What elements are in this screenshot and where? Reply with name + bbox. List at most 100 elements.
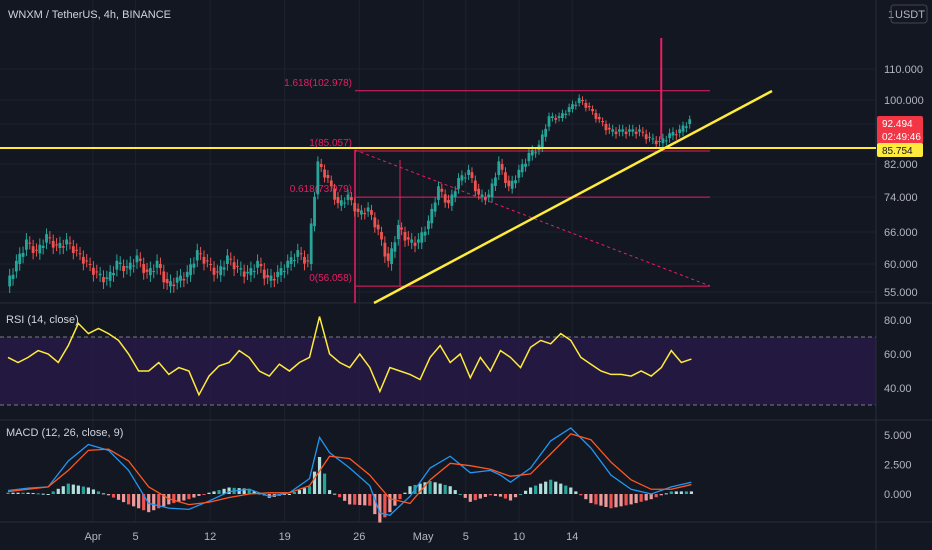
- macd-histogram-bar: [604, 494, 608, 507]
- candle-body: [393, 242, 397, 252]
- candle-body: [547, 116, 551, 127]
- macd-histogram-bar: [599, 494, 603, 506]
- support-trendline[interactable]: [373, 89, 773, 305]
- candle-body: [252, 271, 256, 273]
- candle-body: [557, 116, 561, 118]
- macd-histogram-bar: [579, 494, 583, 496]
- candle-body: [561, 113, 564, 118]
- macd-histogram-bar: [162, 494, 166, 507]
- macd-tick-label[interactable]: 2.500: [884, 460, 912, 472]
- macd-label: MACD (12, 26, close, 9): [6, 427, 123, 439]
- macd-histogram-bar: [443, 484, 447, 494]
- time-tick-label[interactable]: 19: [279, 531, 291, 543]
- candle-body: [182, 278, 186, 281]
- price-tick-label[interactable]: 66.000: [884, 227, 918, 239]
- candle-body: [98, 273, 102, 276]
- candle-body: [601, 121, 605, 123]
- candle-body: [567, 107, 571, 112]
- chart-title: WNXM / TetherUS, 4h, BINANCE: [8, 9, 171, 21]
- macd-axis[interactable]: 5.000 2.500 0.000: [884, 430, 912, 501]
- macd-histogram-bar: [212, 491, 216, 494]
- candle-body: [386, 253, 390, 261]
- candle-body: [427, 220, 430, 230]
- fib-retracement[interactable]: 1.618(102.978) 1(85.057) 0.618(73.979) 0(56…: [284, 78, 710, 287]
- candle-body: [68, 242, 72, 244]
- price-tick-label[interactable]: 55.000: [884, 287, 918, 299]
- candle-body: [648, 136, 651, 138]
- macd-histogram-bar: [378, 494, 382, 523]
- macd-histogram-bar: [197, 494, 201, 496]
- macd-histogram-bar: [544, 481, 548, 494]
- candle-body: [510, 180, 514, 189]
- time-tick-label[interactable]: May: [413, 531, 434, 543]
- candle-body: [299, 253, 303, 255]
- macd-histogram-bar: [297, 490, 302, 494]
- macd-histogram-bar: [373, 494, 377, 515]
- candle-body: [447, 199, 450, 204]
- candle-body: [25, 239, 28, 250]
- macd-histogram-bar: [473, 494, 477, 501]
- candle-body: [38, 244, 42, 254]
- fib-level-label: 0.618(73.979): [290, 184, 352, 195]
- time-axis[interactable]: Apr 5 12 19 26 May 5 10 14: [84, 531, 578, 543]
- time-tick-label[interactable]: 10: [513, 531, 525, 543]
- macd-histogram-bar: [11, 492, 15, 494]
- candle-body: [293, 260, 296, 262]
- macd-tick-label[interactable]: 5.000: [884, 430, 912, 442]
- candle-body: [329, 180, 333, 187]
- price-axis[interactable]: 110.000100.00092.00082.00074.00066.00060…: [884, 64, 924, 299]
- price-tick-label[interactable]: 110.000: [884, 64, 923, 76]
- macd-histogram-bar: [674, 491, 678, 494]
- macd-histogram-bar: [649, 494, 653, 500]
- candle-body: [534, 152, 538, 154]
- rsi-tick-label[interactable]: 60.00: [884, 349, 912, 361]
- macd-histogram-bar: [96, 491, 101, 494]
- macd-histogram-bar: [478, 494, 482, 499]
- macd-histogram-bar: [91, 489, 96, 494]
- candle-body: [664, 140, 668, 142]
- candle-body: [574, 104, 578, 106]
- macd-histogram-bar: [493, 494, 498, 496]
- macd-histogram-bar: [116, 494, 121, 500]
- price-tick-label[interactable]: 60.000: [884, 259, 918, 271]
- time-tick-label[interactable]: 5: [463, 531, 469, 543]
- candle-body: [326, 175, 330, 179]
- time-tick-label[interactable]: 12: [204, 531, 216, 543]
- rsi-axis[interactable]: 80.00 60.00 40.00: [884, 315, 912, 395]
- candle-body: [617, 129, 621, 132]
- macd-histogram-bar: [534, 485, 538, 494]
- candle-body: [185, 271, 189, 278]
- macd-histogram-bar: [76, 485, 80, 494]
- price-tick-label[interactable]: 74.000: [884, 192, 918, 204]
- candle-body: [276, 271, 280, 278]
- rsi-tick-label[interactable]: 80.00: [884, 315, 912, 327]
- macd-histogram-bar: [488, 494, 492, 496]
- time-tick-label[interactable]: Apr: [84, 531, 101, 543]
- time-tick-label[interactable]: 14: [566, 531, 578, 543]
- candle-body: [152, 271, 156, 273]
- time-tick-label[interactable]: 26: [353, 531, 365, 543]
- candle-body: [28, 242, 32, 244]
- candle-body: [597, 117, 601, 120]
- candle-body: [581, 100, 584, 102]
- price-tick-label[interactable]: 100.000: [884, 95, 924, 107]
- candle-body: [21, 252, 25, 257]
- candle-body: [400, 227, 404, 230]
- macd-histogram-bar: [36, 493, 40, 495]
- candle-body: [403, 232, 407, 241]
- currency-badge[interactable]: [890, 4, 928, 24]
- time-tick-label[interactable]: 5: [133, 531, 139, 543]
- candle-body: [504, 172, 507, 183]
- candle-body: [360, 210, 363, 215]
- macd-histogram-bar: [333, 493, 337, 495]
- price-tick-label[interactable]: 82.000: [884, 159, 918, 171]
- macd-histogram-bar: [458, 494, 462, 495]
- candle-body: [102, 277, 105, 283]
- macd-histogram-bar: [498, 494, 503, 497]
- macd-histogram-bar: [433, 482, 437, 494]
- rsi-tick-label[interactable]: 40.00: [884, 383, 912, 395]
- macd-tick-label[interactable]: 0.000: [884, 489, 912, 501]
- macd-histogram-bar: [529, 487, 533, 494]
- currency-label[interactable]: USDT: [895, 9, 925, 21]
